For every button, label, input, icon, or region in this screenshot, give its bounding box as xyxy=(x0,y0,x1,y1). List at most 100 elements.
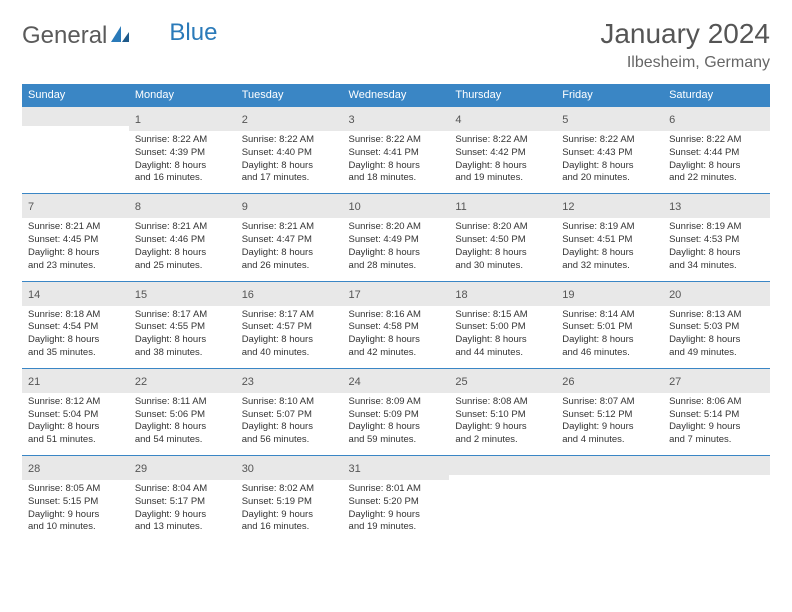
info-line-ss: Sunset: 4:41 PM xyxy=(349,147,444,160)
info-line-dl1: Daylight: 8 hours xyxy=(349,160,444,173)
info-line-sr: Sunrise: 8:01 AM xyxy=(349,483,444,496)
day-number: 11 xyxy=(455,201,466,213)
day-cell: 4Sunrise: 8:22 AMSunset: 4:42 PMDaylight… xyxy=(449,107,556,194)
location-label: Ilbesheim, Germany xyxy=(600,54,770,72)
info-line-dl1: Daylight: 8 hours xyxy=(669,160,764,173)
day-info: Sunrise: 8:19 AMSunset: 4:53 PMDaylight:… xyxy=(663,218,770,280)
day-cell: 19Sunrise: 8:14 AMSunset: 5:01 PMDayligh… xyxy=(556,281,663,368)
info-line-ss: Sunset: 5:20 PM xyxy=(349,496,444,509)
week-row: 28 Sunrise: 8:05 AMSunset: 5:15 PMDayligh… xyxy=(22,456,770,543)
info-line-dl1: Daylight: 9 hours xyxy=(135,509,230,522)
day-info: Sunrise: 8:21 AMSunset: 4:47 PMDaylight:… xyxy=(236,218,343,280)
day-info: Sunrise: 8:14 AMSunset: 5:01 PMDaylight:… xyxy=(556,306,663,368)
day-number: 28 xyxy=(28,463,40,475)
info-line-dl2: and 23 minutes. xyxy=(28,260,123,273)
day-cell: 9Sunrise: 8:21 AMSunset: 4:47 PMDaylight… xyxy=(236,194,343,281)
day-cell: 18Sunrise: 8:15 AMSunset: 5:00 PMDayligh… xyxy=(449,281,556,368)
day-info: Sunrise: 8:22 AMSunset: 4:41 PMDaylight:… xyxy=(343,131,450,193)
info-line-ss: Sunset: 4:50 PM xyxy=(455,234,550,247)
day-info: Sunrise: 8:10 AMSunset: 5:07 PMDaylight:… xyxy=(236,393,343,455)
info-line-dl2: and 7 minutes. xyxy=(669,434,764,447)
info-line-sr: Sunrise: 8:08 AM xyxy=(455,396,550,409)
day-info: Sunrise: 8:12 AMSunset: 5:04 PMDaylight:… xyxy=(22,393,129,455)
info-line-ss: Sunset: 5:10 PM xyxy=(455,409,550,422)
day-number-row: 19 xyxy=(556,282,663,306)
info-line-dl2: and 59 minutes. xyxy=(349,434,444,447)
info-line-dl2: and 54 minutes. xyxy=(135,434,230,447)
logo: General Blue xyxy=(22,22,217,50)
info-line-ss: Sunset: 4:45 PM xyxy=(28,234,123,247)
day-info: Sunrise: 8:21 AMSunset: 4:45 PMDaylight:… xyxy=(22,218,129,280)
info-line-dl1: Daylight: 8 hours xyxy=(28,247,123,260)
info-line-dl2: and 10 minutes. xyxy=(28,521,123,534)
info-line-sr: Sunrise: 8:17 AM xyxy=(135,309,230,322)
day-cell: 21 Sunrise: 8:12 AMSunset: 5:04 PMDayligh… xyxy=(22,368,129,455)
day-header: Wednesday xyxy=(343,84,450,107)
info-line-dl1: Daylight: 8 hours xyxy=(669,334,764,347)
day-info: Sunrise: 8:01 AMSunset: 5:20 PMDaylight:… xyxy=(343,480,450,542)
logo-text-a: General xyxy=(22,22,107,50)
info-line-sr: Sunrise: 8:13 AM xyxy=(669,309,764,322)
day-cell: 12Sunrise: 8:19 AMSunset: 4:51 PMDayligh… xyxy=(556,194,663,281)
day-cell: 22Sunrise: 8:11 AMSunset: 5:06 PMDayligh… xyxy=(129,368,236,455)
day-number: 17 xyxy=(349,289,361,301)
info-line-dl2: and 35 minutes. xyxy=(28,347,123,360)
day-number: 14 xyxy=(28,289,40,301)
day-info: Sunrise: 8:09 AMSunset: 5:09 PMDaylight:… xyxy=(343,393,450,455)
day-number-row: 30 xyxy=(236,456,343,480)
info-line-sr: Sunrise: 8:02 AM xyxy=(242,483,337,496)
info-line-ss: Sunset: 4:46 PM xyxy=(135,234,230,247)
info-line-dl2: and 17 minutes. xyxy=(242,172,337,185)
info-line-sr: Sunrise: 8:20 AM xyxy=(455,221,550,234)
day-info: Sunrise: 8:20 AMSunset: 4:50 PMDaylight:… xyxy=(449,218,556,280)
day-info: Sunrise: 8:20 AMSunset: 4:49 PMDaylight:… xyxy=(343,218,450,280)
info-line-dl2: and 16 minutes. xyxy=(242,521,337,534)
info-line-dl2: and 4 minutes. xyxy=(562,434,657,447)
day-cell: 2Sunrise: 8:22 AMSunset: 4:40 PMDaylight… xyxy=(236,107,343,194)
info-line-dl1: Daylight: 8 hours xyxy=(349,334,444,347)
info-line-ss: Sunset: 5:15 PM xyxy=(28,496,123,509)
day-cell: 7Sunrise: 8:21 AMSunset: 4:45 PMDaylight… xyxy=(22,194,129,281)
day-cell: 10Sunrise: 8:20 AMSunset: 4:49 PMDayligh… xyxy=(343,194,450,281)
day-info: Sunrise: 8:16 AMSunset: 4:58 PMDaylight:… xyxy=(343,306,450,368)
title-block: January 2024 Ilbesheim, Germany xyxy=(600,18,770,72)
info-line-dl2: and 28 minutes. xyxy=(349,260,444,273)
day-cell xyxy=(663,456,770,543)
day-number: 12 xyxy=(562,201,574,213)
day-number: 20 xyxy=(669,289,681,301)
info-line-ss: Sunset: 5:14 PM xyxy=(669,409,764,422)
day-number-row: 14 xyxy=(22,282,129,306)
info-line-dl2: and 56 minutes. xyxy=(242,434,337,447)
day-number-row: 21 xyxy=(22,369,129,393)
day-number-row: 20 xyxy=(663,282,770,306)
day-info: Sunrise: 8:18 AMSunset: 4:54 PMDaylight:… xyxy=(22,306,129,368)
info-line-sr: Sunrise: 8:22 AM xyxy=(135,134,230,147)
info-line-sr: Sunrise: 8:09 AM xyxy=(349,396,444,409)
info-line-dl2: and 40 minutes. xyxy=(242,347,337,360)
day-cell: 3Sunrise: 8:22 AMSunset: 4:41 PMDaylight… xyxy=(343,107,450,194)
info-line-ss: Sunset: 4:51 PM xyxy=(562,234,657,247)
day-header: Sunday xyxy=(22,84,129,107)
day-cell: 14 Sunrise: 8:18 AMSunset: 4:54 PMDayligh… xyxy=(22,281,129,368)
info-line-ss: Sunset: 4:49 PM xyxy=(349,234,444,247)
day-number-row: 26 xyxy=(556,369,663,393)
info-line-sr: Sunrise: 8:22 AM xyxy=(562,134,657,147)
info-line-dl1: Daylight: 8 hours xyxy=(242,160,337,173)
day-cell: 26Sunrise: 8:07 AMSunset: 5:12 PMDayligh… xyxy=(556,368,663,455)
info-line-dl2: and 18 minutes. xyxy=(349,172,444,185)
day-header: Tuesday xyxy=(236,84,343,107)
info-line-ss: Sunset: 4:40 PM xyxy=(242,147,337,160)
info-line-sr: Sunrise: 8:15 AM xyxy=(455,309,550,322)
day-info xyxy=(449,475,556,537)
day-number-row: 17 xyxy=(343,282,450,306)
day-number: 21 xyxy=(28,376,40,388)
day-info: Sunrise: 8:13 AMSunset: 5:03 PMDaylight:… xyxy=(663,306,770,368)
day-number: 29 xyxy=(135,463,147,475)
day-info: Sunrise: 8:05 AMSunset: 5:15 PMDaylight:… xyxy=(22,480,129,542)
calendar-table: Sunday Monday Tuesday Wednesday Thursday… xyxy=(22,84,770,542)
info-line-sr: Sunrise: 8:19 AM xyxy=(669,221,764,234)
day-header: Saturday xyxy=(663,84,770,107)
day-number-row: 13 xyxy=(663,194,770,218)
info-line-sr: Sunrise: 8:07 AM xyxy=(562,396,657,409)
info-line-ss: Sunset: 4:42 PM xyxy=(455,147,550,160)
